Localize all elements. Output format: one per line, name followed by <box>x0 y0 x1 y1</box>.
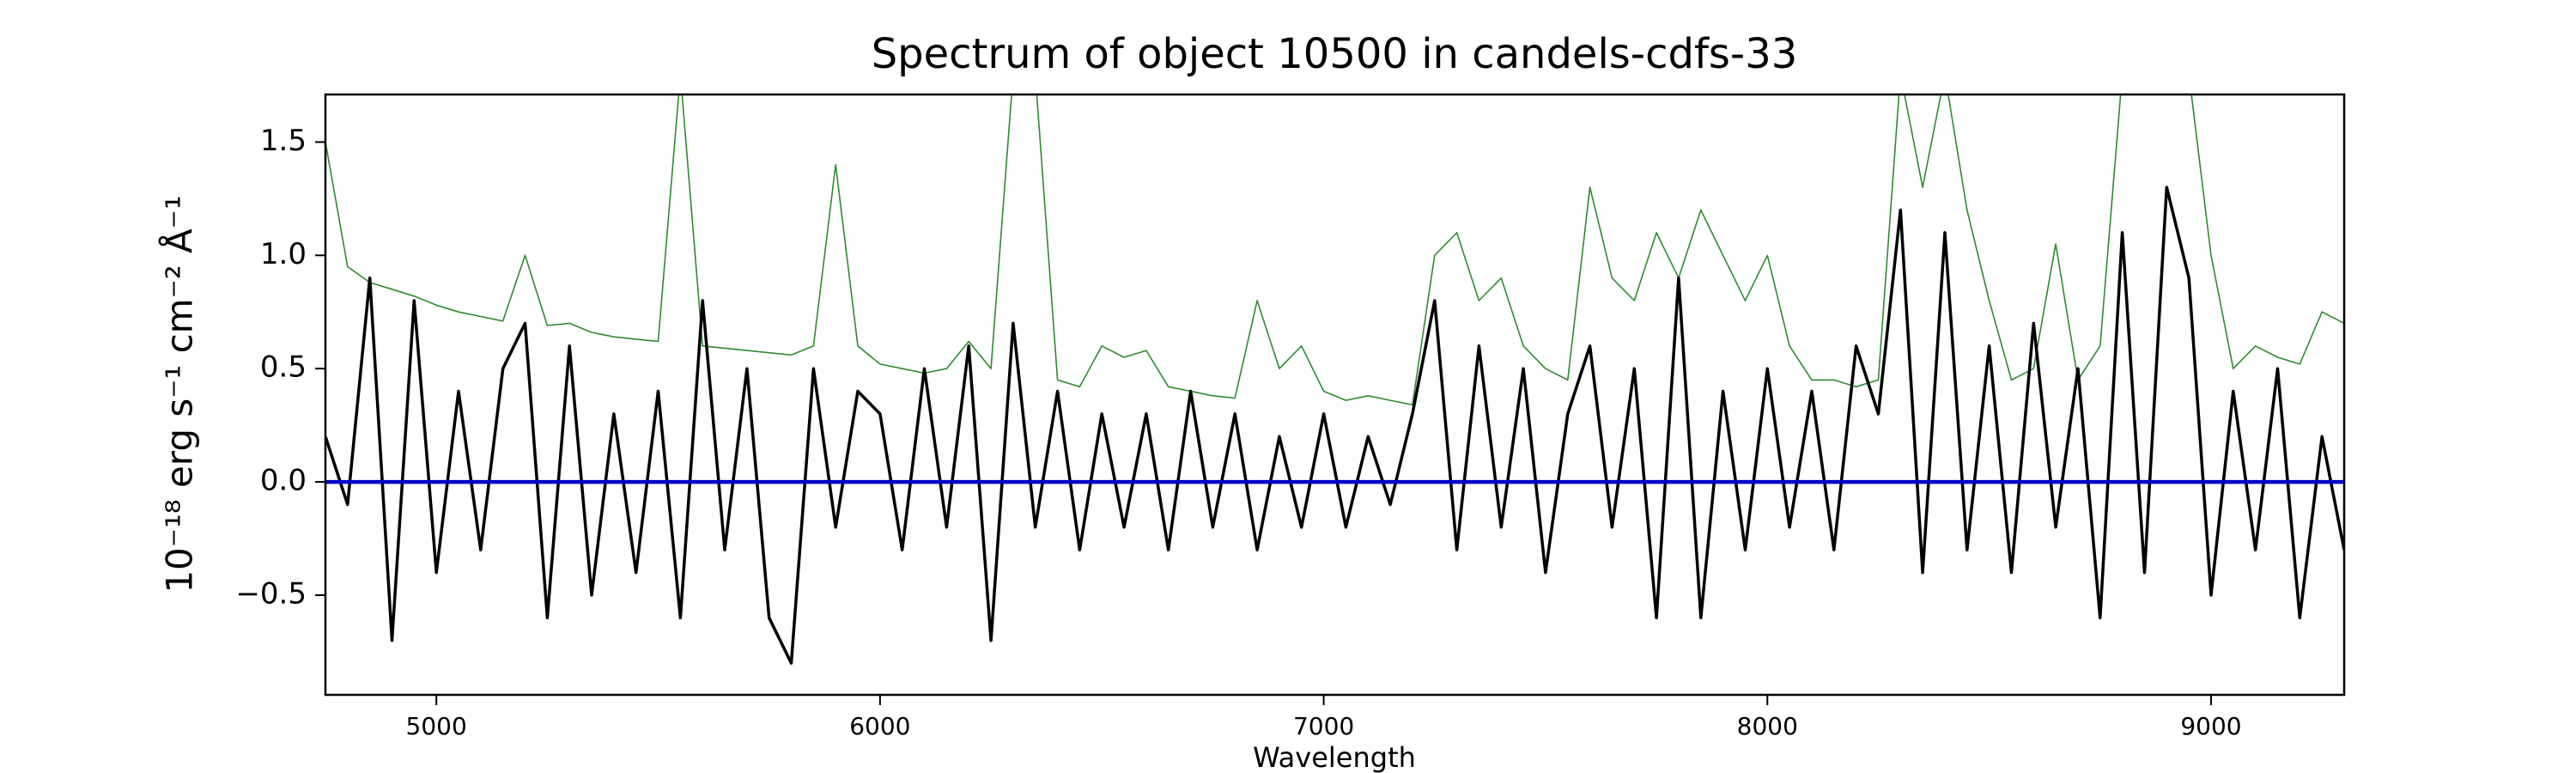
spectrum-line <box>325 186 2344 665</box>
x-axis-label: Wavelength <box>1253 741 1416 773</box>
plot-area <box>325 94 2344 665</box>
y-tick-label: −0.5 <box>235 576 307 611</box>
x-tick-label: 7000 <box>1293 712 1354 740</box>
x-tick-label: 9000 <box>2180 712 2241 740</box>
axes-frame <box>324 93 2346 697</box>
y-tick-label: 1.0 <box>260 237 307 271</box>
y-tick-label: 1.5 <box>260 124 307 158</box>
chart-title: Spectrum of object 10500 in candels-cdfs… <box>872 30 1798 78</box>
y-tick-label: 0.0 <box>260 464 307 498</box>
y-tick-label: 0.5 <box>260 350 307 385</box>
x-tick-label: 8000 <box>1737 712 1798 740</box>
y-axis-label: 10⁻¹⁸ erg s⁻¹ cm⁻² Å⁻¹ <box>158 195 201 593</box>
x-tick-label: 6000 <box>849 712 910 740</box>
x-tick-label: 5000 <box>406 712 467 740</box>
spectrum-line <box>325 94 2344 406</box>
